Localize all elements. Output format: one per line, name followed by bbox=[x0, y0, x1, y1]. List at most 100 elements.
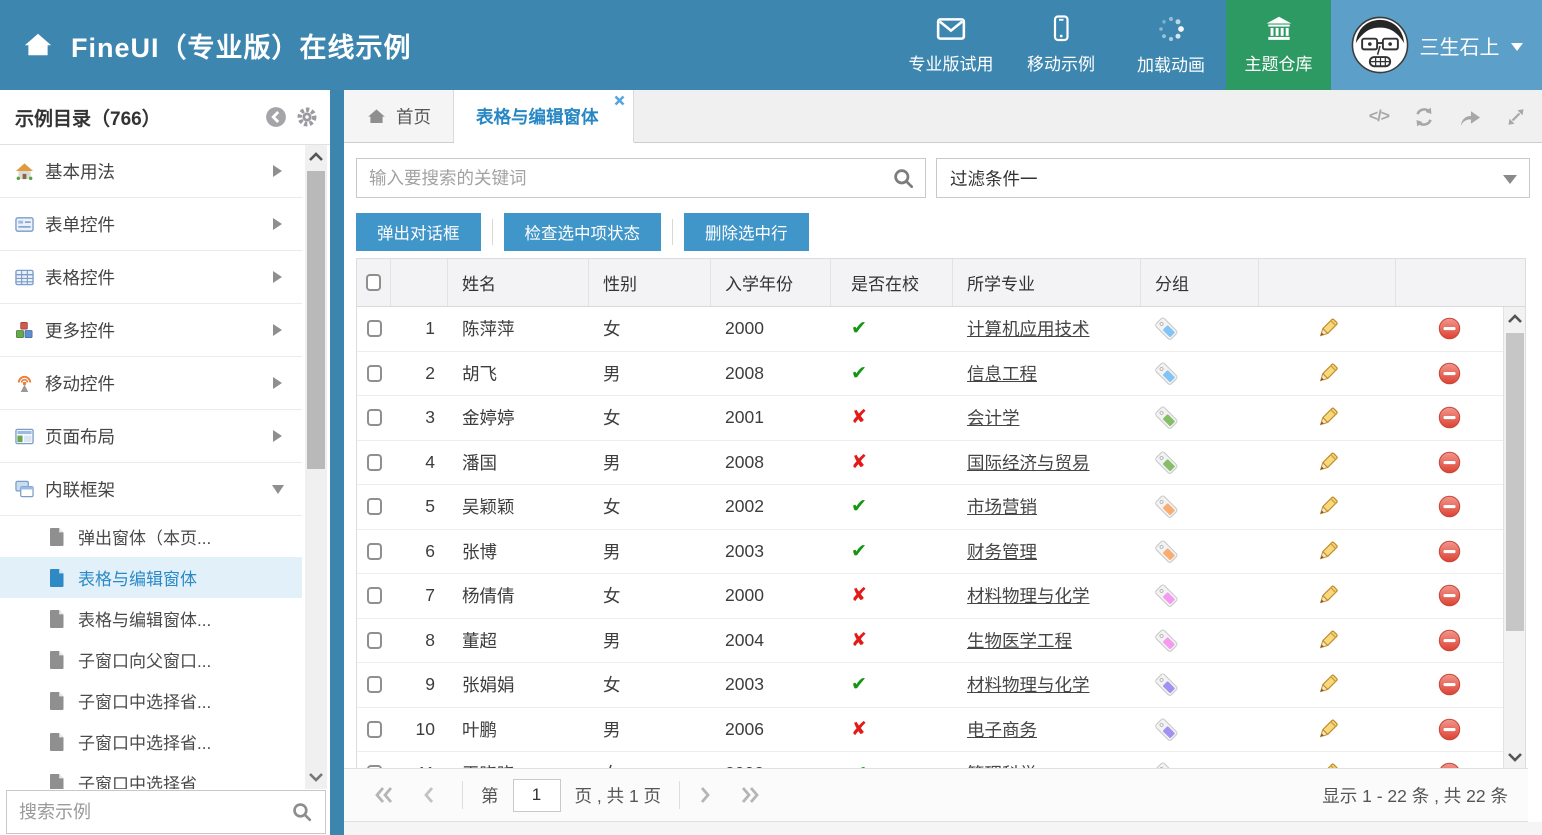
tab-grid-edit-window[interactable]: 表格与编辑窗体 bbox=[454, 90, 634, 143]
row-checkbox[interactable] bbox=[366, 676, 382, 694]
major-link[interactable]: 材料物理与化学 bbox=[967, 675, 1090, 696]
sidebar-group-more[interactable]: 更多控件 bbox=[0, 304, 302, 357]
user-menu[interactable]: 三生石上 bbox=[1331, 0, 1542, 90]
scrollbar-thumb[interactable] bbox=[307, 171, 325, 469]
delete-rows-button[interactable]: 删除选中行 bbox=[684, 213, 809, 251]
edit-icon[interactable] bbox=[1316, 495, 1339, 518]
edit-icon[interactable] bbox=[1316, 317, 1339, 340]
trial-button[interactable]: 专业版试用 bbox=[896, 0, 1006, 90]
major-link[interactable]: 计算机应用技术 bbox=[967, 319, 1090, 340]
sidebar-group-mobile[interactable]: 移动控件 bbox=[0, 357, 302, 410]
major-link[interactable]: 会计学 bbox=[967, 408, 1020, 429]
cell-group bbox=[1141, 752, 1259, 769]
sidebar-group-form[interactable]: 表单控件 bbox=[0, 198, 302, 251]
delete-icon[interactable] bbox=[1438, 362, 1461, 385]
gear-icon[interactable] bbox=[296, 106, 318, 128]
edit-icon[interactable] bbox=[1316, 362, 1339, 385]
select-all-checkbox[interactable] bbox=[366, 274, 381, 291]
edit-icon[interactable] bbox=[1316, 406, 1339, 429]
delete-icon[interactable] bbox=[1438, 495, 1461, 518]
prev-page-icon[interactable] bbox=[422, 786, 436, 804]
row-checkbox[interactable] bbox=[366, 587, 382, 605]
sidebar-group-grid[interactable]: 表格控件 bbox=[0, 251, 302, 304]
sidebar-item-grid-edit-window[interactable]: 表格与编辑窗体 bbox=[0, 557, 302, 598]
row-checkbox[interactable] bbox=[366, 498, 382, 516]
close-icon[interactable] bbox=[614, 95, 625, 106]
header-name[interactable]: 姓名 bbox=[448, 259, 589, 306]
scroll-up-icon[interactable] bbox=[308, 151, 324, 163]
search-icon[interactable] bbox=[292, 802, 313, 823]
edit-icon[interactable] bbox=[1316, 540, 1339, 563]
last-page-icon[interactable] bbox=[738, 786, 760, 804]
row-checkbox[interactable] bbox=[366, 364, 382, 382]
major-link[interactable]: 生物医学工程 bbox=[967, 630, 1072, 651]
delete-icon[interactable] bbox=[1438, 451, 1461, 474]
sidebar-search-input[interactable] bbox=[19, 801, 292, 823]
refresh-icon[interactable] bbox=[1413, 106, 1435, 128]
collapse-back-icon[interactable] bbox=[265, 106, 287, 128]
fullscreen-icon[interactable] bbox=[1506, 107, 1526, 127]
major-link[interactable]: 国际经济与贸易 bbox=[967, 452, 1090, 473]
first-page-icon[interactable] bbox=[374, 786, 396, 804]
header-gender[interactable]: 性别 bbox=[589, 259, 711, 306]
delete-icon[interactable] bbox=[1438, 584, 1461, 607]
open-dialog-button[interactable]: 弹出对话框 bbox=[356, 213, 481, 251]
check-selection-button[interactable]: 检查选中项状态 bbox=[503, 213, 661, 251]
page-number-input[interactable] bbox=[512, 778, 561, 812]
scroll-down-icon[interactable] bbox=[308, 771, 324, 783]
major-link[interactable]: 信息工程 bbox=[967, 363, 1037, 384]
edit-icon[interactable] bbox=[1316, 451, 1339, 474]
row-checkbox[interactable] bbox=[366, 765, 382, 769]
row-checkbox[interactable] bbox=[366, 453, 382, 471]
next-page-icon[interactable] bbox=[698, 786, 712, 804]
row-checkbox[interactable] bbox=[366, 409, 382, 427]
sidebar-scrollbar[interactable] bbox=[305, 145, 327, 789]
header-year[interactable]: 入学年份 bbox=[711, 259, 831, 306]
delete-icon[interactable] bbox=[1438, 629, 1461, 652]
open-new-window-icon[interactable] bbox=[1459, 107, 1482, 127]
sidebar-group-basic[interactable]: 基本用法 bbox=[0, 145, 302, 198]
filter-dropdown[interactable]: 过滤条件一 bbox=[936, 158, 1530, 198]
scroll-down-icon[interactable] bbox=[1507, 751, 1523, 763]
major-link[interactable]: 市场营销 bbox=[967, 497, 1037, 518]
delete-icon[interactable] bbox=[1438, 673, 1461, 696]
edit-icon[interactable] bbox=[1316, 718, 1339, 741]
sidebar-item-select-province-2[interactable]: 子窗口中选择省... bbox=[0, 721, 302, 762]
scroll-up-icon[interactable] bbox=[1507, 313, 1523, 325]
mobile-demo-button[interactable]: 移动示例 bbox=[1006, 0, 1116, 90]
delete-icon[interactable] bbox=[1438, 406, 1461, 429]
row-checkbox[interactable] bbox=[366, 542, 382, 560]
sidebar-group-iframe[interactable]: 内联框架 bbox=[0, 463, 302, 516]
edit-icon[interactable] bbox=[1316, 629, 1339, 652]
edit-icon[interactable] bbox=[1316, 584, 1339, 607]
sidebar-item-select-province-1[interactable]: 子窗口中选择省... bbox=[0, 680, 302, 721]
major-link[interactable]: 材料物理与化学 bbox=[967, 586, 1090, 607]
row-checkbox[interactable] bbox=[366, 720, 382, 738]
sidebar-item-child-to-parent[interactable]: 子窗口向父窗口... bbox=[0, 639, 302, 680]
scrollbar-thumb[interactable] bbox=[1506, 333, 1524, 631]
keyword-search-input[interactable] bbox=[357, 167, 925, 189]
sidebar-item-grid-edit-window-2[interactable]: 表格与编辑窗体... bbox=[0, 598, 302, 639]
view-source-icon[interactable]: </> bbox=[1368, 107, 1390, 125]
major-link[interactable]: 财务管理 bbox=[967, 541, 1037, 562]
splitter-handle[interactable] bbox=[330, 90, 344, 835]
row-checkbox[interactable] bbox=[366, 631, 382, 649]
theme-store-button[interactable]: 主题仓库 bbox=[1226, 0, 1331, 90]
loading-demo-button[interactable]: 加载动画 bbox=[1116, 0, 1226, 90]
sidebar-group-layout[interactable]: 页面布局 bbox=[0, 410, 302, 463]
header-major[interactable]: 所学专业 bbox=[953, 259, 1141, 306]
search-icon[interactable] bbox=[893, 168, 915, 190]
tab-home[interactable]: 首页 bbox=[344, 90, 454, 142]
major-link[interactable]: 电子商务 bbox=[967, 719, 1037, 740]
grid-scrollbar[interactable] bbox=[1503, 307, 1525, 769]
edit-icon[interactable] bbox=[1316, 673, 1339, 696]
header-group[interactable]: 分组 bbox=[1141, 259, 1259, 306]
delete-icon[interactable] bbox=[1438, 540, 1461, 563]
sidebar-item-select-province-3[interactable]: 子窗口中选择省 bbox=[0, 762, 302, 789]
header-at-school[interactable]: 是否在校 bbox=[831, 259, 953, 306]
row-checkbox[interactable] bbox=[366, 320, 382, 338]
delete-icon[interactable] bbox=[1438, 718, 1461, 741]
delete-icon[interactable] bbox=[1438, 317, 1461, 340]
sidebar-item-popup-window[interactable]: 弹出窗体（本页... bbox=[0, 516, 302, 557]
major-link[interactable]: 管理科学 bbox=[967, 761, 1037, 769]
